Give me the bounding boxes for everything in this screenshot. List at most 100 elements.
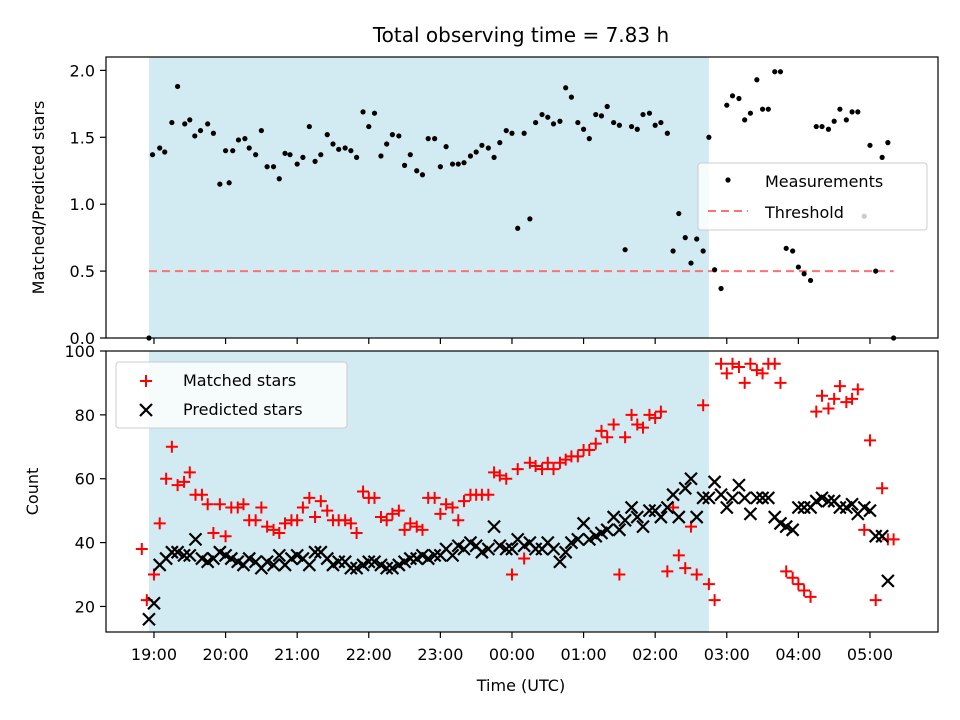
predicted-star-point bbox=[833, 500, 847, 515]
measurement-point bbox=[640, 111, 646, 118]
predicted-star-point bbox=[403, 551, 418, 566]
matched-star-point bbox=[822, 402, 835, 415]
y-tick-label: 2.0 bbox=[70, 61, 95, 80]
matched-star-point bbox=[661, 565, 674, 578]
measurement-point bbox=[407, 152, 413, 158]
matched-star-point bbox=[637, 421, 650, 434]
y-tick-label: 40 bbox=[75, 534, 95, 553]
predicted-star-point bbox=[379, 561, 394, 575]
measurement-point bbox=[885, 140, 891, 146]
matched-star-point bbox=[887, 533, 900, 546]
predicted-star-point bbox=[606, 510, 621, 524]
matched-star-point bbox=[846, 392, 859, 405]
measurement-point bbox=[736, 95, 742, 102]
measurement-point bbox=[682, 235, 688, 241]
x-tick-label: 03:00 bbox=[704, 645, 750, 664]
predicted-star-point bbox=[170, 545, 185, 559]
y-tick-label: 100 bbox=[64, 342, 95, 361]
predicted-star-point bbox=[582, 532, 597, 547]
predicted-star-point bbox=[743, 507, 758, 521]
predicted-star-point bbox=[702, 491, 716, 505]
legend-box bbox=[697, 162, 928, 231]
predicted-star-point bbox=[624, 500, 639, 515]
matched-star-point bbox=[613, 568, 626, 581]
matched-star-point bbox=[792, 578, 805, 591]
predicted-star-point bbox=[445, 548, 460, 563]
matched-star-point bbox=[738, 376, 751, 389]
predicted-star-point bbox=[696, 491, 710, 505]
matched-star-point bbox=[291, 514, 304, 527]
measurement-point bbox=[539, 111, 545, 118]
measurement-point bbox=[276, 176, 282, 182]
matched-star-point bbox=[768, 357, 781, 370]
measurement-point bbox=[616, 122, 622, 128]
measurement-point bbox=[162, 149, 168, 155]
y-axis-label: Count bbox=[23, 468, 42, 516]
x-tick-label: 04:00 bbox=[775, 645, 821, 664]
chart-title: Total observing time = 7.83 h bbox=[372, 23, 669, 47]
matched-star-point bbox=[314, 495, 327, 508]
measurement-point bbox=[634, 126, 640, 132]
measurement-point bbox=[754, 77, 760, 83]
measurement-point bbox=[396, 133, 402, 139]
matched-star-point bbox=[434, 507, 447, 520]
matched-star-point bbox=[851, 383, 864, 396]
measurement-point bbox=[849, 109, 855, 115]
measurement-point bbox=[742, 117, 748, 123]
measurement-point bbox=[563, 85, 569, 91]
y-tick-label: 20 bbox=[75, 597, 95, 616]
measurement-point bbox=[192, 133, 198, 139]
measurement-point bbox=[287, 152, 293, 158]
matched-star-point bbox=[321, 504, 334, 517]
matched-star-point bbox=[350, 527, 363, 540]
x-tick-label: 01:00 bbox=[561, 645, 607, 664]
legend-marker-matched bbox=[140, 375, 152, 387]
measurement-point bbox=[449, 161, 456, 167]
predicted-star-point bbox=[618, 513, 632, 528]
predicted-star-point bbox=[499, 542, 514, 556]
predicted-star-point bbox=[331, 554, 346, 569]
matched-star-point bbox=[279, 517, 292, 530]
matched-star-point bbox=[756, 367, 769, 380]
matched-star-point bbox=[357, 485, 370, 498]
measurement-point bbox=[222, 148, 229, 154]
predicted-star-point bbox=[361, 554, 376, 569]
predicted-star-point bbox=[845, 497, 859, 512]
predicted-star-point bbox=[487, 519, 501, 534]
measurement-point bbox=[509, 130, 515, 136]
matched-star-point bbox=[303, 491, 316, 504]
measurement-point bbox=[342, 145, 348, 151]
measurement-point bbox=[879, 154, 885, 160]
predicted-star-point bbox=[182, 548, 197, 563]
predicted-star-point bbox=[761, 491, 776, 505]
predicted-star-point bbox=[421, 551, 435, 566]
measurement-point bbox=[300, 154, 306, 160]
matched-star-point bbox=[863, 434, 876, 447]
measurement-point bbox=[384, 141, 390, 147]
matched-star-point bbox=[237, 498, 250, 511]
measurement-point bbox=[437, 164, 443, 170]
measurement-point bbox=[867, 142, 873, 148]
measurement-point bbox=[652, 122, 658, 128]
measurement-point bbox=[586, 136, 592, 142]
matched-star-point bbox=[726, 357, 739, 370]
measurement-point bbox=[479, 142, 485, 148]
matched-star-point bbox=[595, 424, 608, 437]
y-tick-label: 0.5 bbox=[70, 262, 95, 281]
measurement-point bbox=[443, 144, 449, 150]
predicted-star-point bbox=[308, 545, 322, 559]
predicted-star-point bbox=[600, 523, 614, 537]
measurement-point bbox=[258, 127, 264, 134]
predicted-star-point bbox=[260, 554, 274, 569]
predicted-star-point bbox=[750, 491, 764, 505]
matched-star-point bbox=[452, 514, 465, 527]
x-tick-label: 00:00 bbox=[489, 645, 535, 664]
predicted-star-point bbox=[863, 503, 877, 518]
legend-label-matched: Matched stars bbox=[183, 371, 296, 390]
measurement-point bbox=[306, 123, 312, 130]
predicted-star-point bbox=[177, 548, 191, 563]
matched-star-point bbox=[505, 568, 518, 581]
legend-label-measurements: Measurements bbox=[765, 172, 883, 191]
predicted-star-point bbox=[815, 491, 829, 505]
matched-star-point bbox=[541, 456, 554, 469]
